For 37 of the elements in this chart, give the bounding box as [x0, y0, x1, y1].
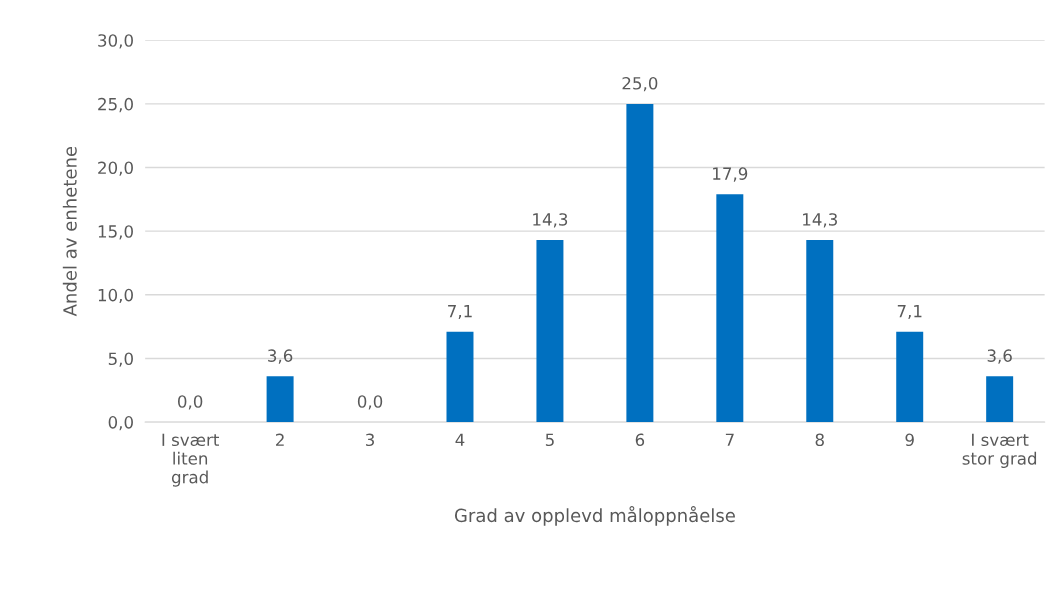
y-tick-label: 25,0 — [98, 97, 133, 113]
x-tick-label: 4 — [455, 433, 465, 446]
bar — [716, 194, 744, 423]
x-tick-label: 2 — [276, 433, 284, 446]
data-label: 14,3 — [533, 213, 568, 228]
y-tick-label: 0,0 — [108, 416, 133, 431]
x-tick-label: 6 — [635, 433, 645, 447]
data-label: 0,0 — [357, 395, 383, 410]
x-tick-label: 9 — [905, 433, 914, 447]
data-label: 17,9 — [713, 167, 748, 182]
data-label: 25,0 — [622, 76, 658, 92]
y-tick-label: 30,0 — [98, 34, 133, 49]
bar — [806, 240, 834, 423]
data-label: 0,0 — [178, 395, 203, 410]
bar — [266, 376, 294, 423]
x-tick-label: I svært liten grad — [162, 433, 220, 487]
data-label: 7,1 — [897, 305, 922, 320]
y-tick-label: 20,0 — [98, 161, 133, 176]
x-tick-label: I svært stor grad — [962, 433, 1037, 468]
x-tick-label: 3 — [366, 433, 375, 447]
y-tick-label: 10,0 — [98, 288, 133, 304]
x-axis-title: Grad av opplevd måloppnåelse — [454, 506, 735, 526]
x-tick-label: 7 — [725, 433, 734, 446]
x-tick-label: 8 — [815, 433, 824, 447]
data-label: 3,6 — [987, 349, 1012, 364]
bar — [536, 240, 564, 423]
bar — [626, 103, 654, 423]
y-tick-label: 5,0 — [108, 352, 133, 367]
data-label: 7,1 — [448, 305, 472, 320]
bar — [986, 376, 1014, 423]
data-label: 14,3 — [803, 213, 837, 228]
x-tick-label: 5 — [545, 433, 554, 447]
data-label: 3,6 — [268, 349, 293, 364]
y-axis-title: Andel av enhetene — [62, 146, 77, 317]
y-tick-label: 15,0 — [98, 225, 133, 240]
bar — [896, 331, 924, 423]
bar — [446, 331, 474, 423]
